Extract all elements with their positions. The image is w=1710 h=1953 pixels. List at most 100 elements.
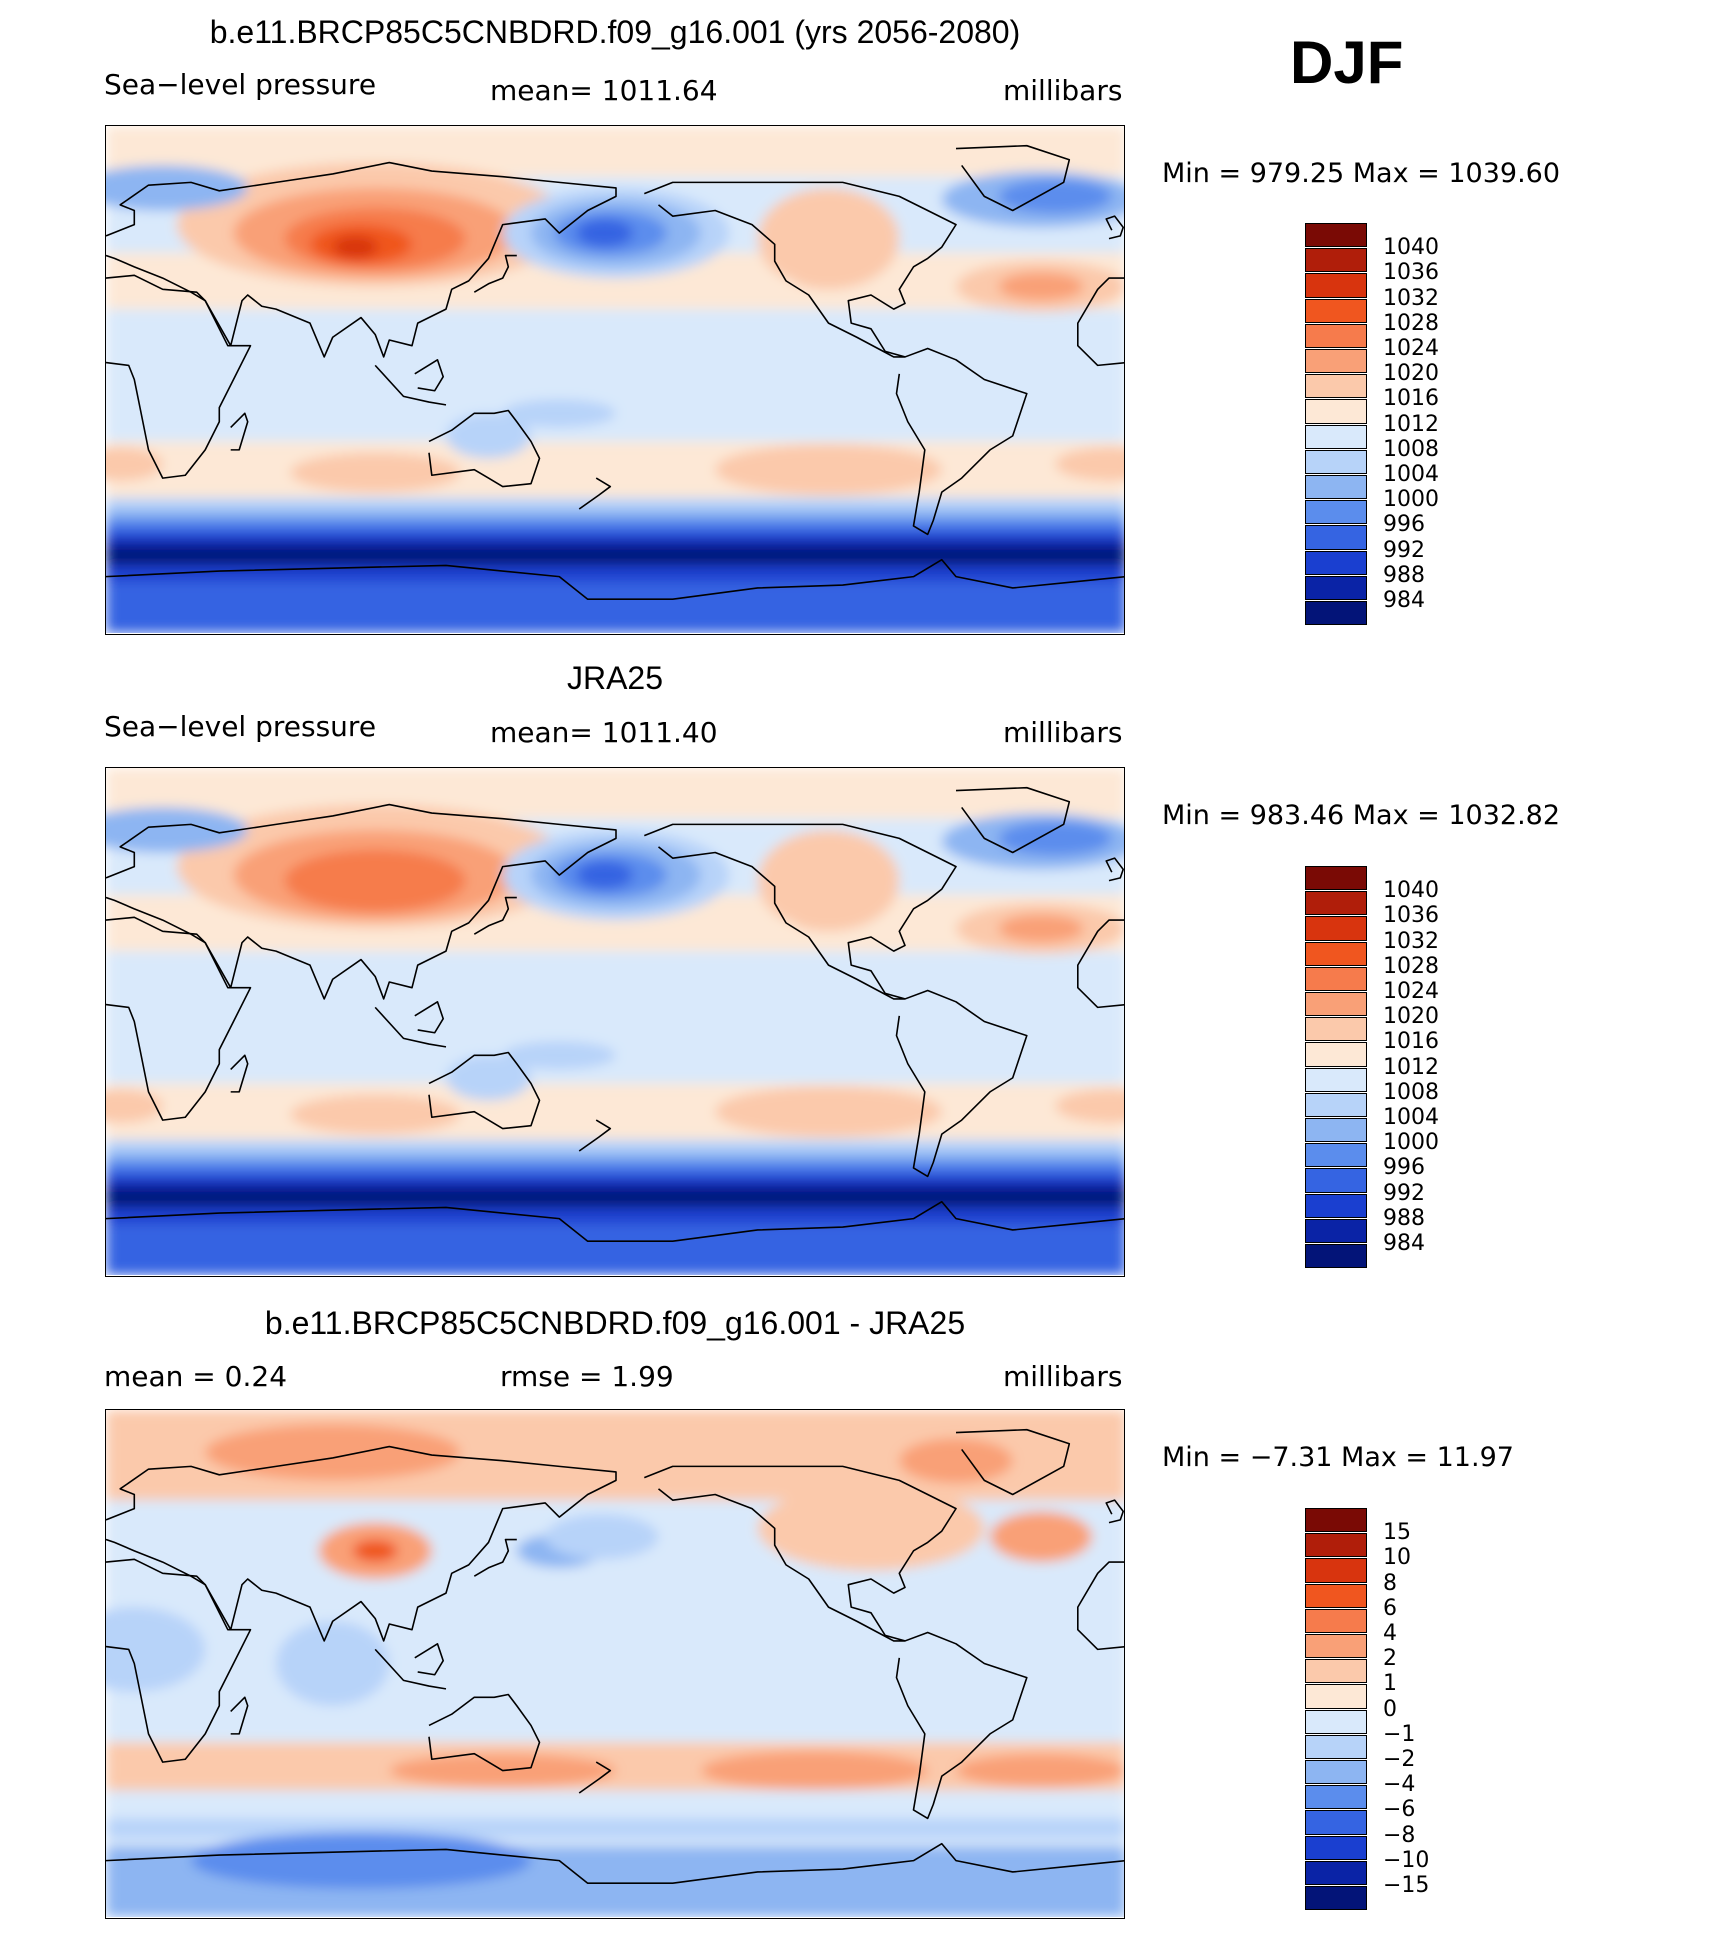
units-label: millibars — [1003, 1360, 1123, 1393]
colorbar-tick-label: 1032 — [1383, 928, 1439, 954]
colorbar-swatch — [1305, 374, 1367, 399]
min-max-label: Min = 983.46 Max = 1032.82 — [1162, 800, 1561, 831]
colorbar-swatch — [1305, 1608, 1367, 1633]
colorbar-swatch — [1305, 1067, 1367, 1092]
colorbar-tick-label: −8 — [1383, 1822, 1416, 1848]
panel-title: JRA25 — [566, 660, 664, 696]
colorbar-swatch — [1305, 273, 1367, 298]
colorbar-swatch — [1305, 424, 1367, 449]
contour-map — [105, 1409, 1125, 1919]
colorbar-tick-label: 2 — [1383, 1646, 1397, 1672]
colorbar-tick-label: 8 — [1383, 1570, 1397, 1596]
colorbar-swatch — [1305, 992, 1367, 1017]
panel-title: b.e11.BRCP85C5CNBDRD.f09_g16.001 (yrs 20… — [209, 14, 1021, 50]
colorbar-swatch — [1305, 399, 1367, 424]
colorbar-swatch — [1305, 1835, 1367, 1860]
colorbar-tick-label: 1016 — [1383, 386, 1439, 412]
colorbar-tick-label: −2 — [1383, 1747, 1416, 1772]
colorbar-tick-label: 15 — [1383, 1520, 1411, 1546]
colorbar-swatch — [1305, 1508, 1367, 1533]
colorbar-tick-label: 1020 — [1383, 1004, 1439, 1030]
colorbar-tick-label: −15 — [1383, 1873, 1430, 1898]
mean-label: mean= 1011.40 — [490, 716, 718, 749]
colorbar-swatch — [1305, 550, 1367, 575]
colorbar-tick-label: −4 — [1383, 1772, 1416, 1798]
colorbar-swatch — [1305, 1760, 1367, 1785]
colorbar-swatch — [1305, 1684, 1367, 1709]
panel-title: b.e11.BRCP85C5CNBDRD.f09_g16.001 - JRA25 — [264, 1305, 966, 1341]
colorbar-swatch — [1305, 1042, 1367, 1067]
mean-label: mean= 1011.64 — [490, 74, 718, 107]
colorbar-swatch — [1305, 1886, 1367, 1911]
colorbar-tick-label: 1024 — [1383, 979, 1439, 1004]
colorbar-swatch — [1305, 1092, 1367, 1117]
colorbar-tick-label: 10 — [1383, 1545, 1411, 1571]
variable-label: Sea−level pressure — [104, 710, 377, 743]
colorbar-tick-label: −1 — [1383, 1721, 1416, 1747]
colorbar-tick-label: 1040 — [1383, 878, 1439, 904]
colorbar-swatch — [1305, 525, 1367, 550]
colorbar-swatch — [1305, 298, 1367, 323]
colorbar-swatch — [1305, 1634, 1367, 1659]
colorbar-tick-label: 1024 — [1383, 336, 1439, 361]
colorbar-swatch — [1305, 866, 1367, 891]
colorbar-tick-label: 1036 — [1383, 903, 1439, 929]
colorbar-swatch — [1305, 248, 1367, 273]
contour-map — [105, 767, 1125, 1277]
colorbar-swatch — [1305, 1193, 1367, 1218]
colorbar-tick-label: 1012 — [1383, 1054, 1439, 1080]
colorbar-swatch — [1305, 1168, 1367, 1193]
colorbar-tick-label: 0 — [1383, 1696, 1397, 1722]
colorbar-swatch — [1305, 223, 1367, 248]
colorbar-swatch — [1305, 349, 1367, 374]
season-label: DJF — [1290, 29, 1404, 96]
colorbar-swatch — [1305, 966, 1367, 991]
units-label: millibars — [1003, 74, 1123, 107]
colorbar-swatch — [1305, 1244, 1367, 1269]
mean-label: mean = 0.24 — [104, 1360, 288, 1393]
colorbar-tick-label: 996 — [1383, 512, 1425, 538]
min-max-label: Min = −7.31 Max = 11.97 — [1162, 1442, 1514, 1473]
colorbar-swatch — [1305, 891, 1367, 916]
colorbar-tick-label: 984 — [1383, 1231, 1425, 1256]
colorbar-tick-label: 1 — [1383, 1671, 1397, 1697]
colorbar-tick-label: 1032 — [1383, 285, 1439, 311]
colorbar-swatch — [1305, 323, 1367, 348]
colorbar-swatch — [1305, 601, 1367, 626]
colorbar-tick-label: −6 — [1383, 1797, 1416, 1823]
colorbar-tick-label: 1028 — [1383, 953, 1439, 979]
colorbar-tick-label: 1016 — [1383, 1029, 1439, 1055]
colorbar-swatch — [1305, 1118, 1367, 1143]
colorbar-tick-label: 4 — [1383, 1621, 1397, 1646]
colorbar-tick-label: 1000 — [1383, 487, 1439, 513]
colorbar-tick-label: 1004 — [1383, 462, 1439, 487]
colorbar-swatch — [1305, 500, 1367, 525]
colorbar-swatch — [1305, 916, 1367, 941]
colorbar-swatch — [1305, 1709, 1367, 1734]
colorbar-tick-label: 992 — [1383, 537, 1425, 563]
colorbar-swatch — [1305, 1860, 1367, 1885]
colorbar-swatch — [1305, 1218, 1367, 1243]
colorbar-tick-label: 996 — [1383, 1155, 1425, 1181]
colorbar-swatch — [1305, 1583, 1367, 1608]
colorbar-tick-label: 1040 — [1383, 235, 1439, 261]
colorbar-swatch — [1305, 449, 1367, 474]
colorbar-tick-label: 1012 — [1383, 411, 1439, 437]
colorbar-tick-label: 988 — [1383, 1205, 1425, 1231]
colorbar-tick-label: 1008 — [1383, 1079, 1439, 1105]
colorbar-swatch — [1305, 475, 1367, 500]
min-max-label: Min = 979.25 Max = 1039.60 — [1162, 158, 1561, 189]
colorbar-swatch — [1305, 1143, 1367, 1168]
colorbar-tick-label: 1028 — [1383, 310, 1439, 336]
units-label: millibars — [1003, 716, 1123, 749]
colorbar-tick-label: 1008 — [1383, 436, 1439, 462]
variable-label: Sea−level pressure — [104, 68, 377, 101]
colorbar-tick-label: −10 — [1383, 1847, 1430, 1873]
contour-map — [105, 125, 1125, 635]
colorbar-swatch — [1305, 1785, 1367, 1810]
colorbar-tick-label: 1020 — [1383, 361, 1439, 387]
colorbar-swatch — [1305, 1659, 1367, 1684]
colorbar-tick-label: 1004 — [1383, 1105, 1439, 1130]
colorbar-swatch — [1305, 1734, 1367, 1759]
colorbar-swatch — [1305, 1810, 1367, 1835]
